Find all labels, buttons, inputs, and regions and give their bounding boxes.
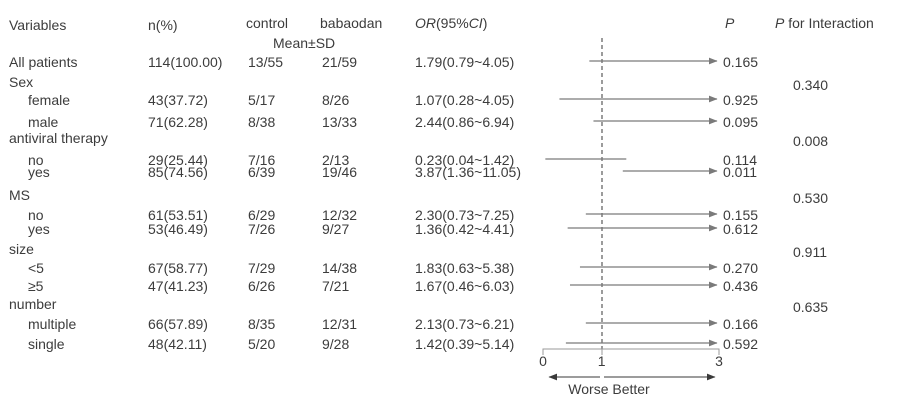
babaodan-value: 13/33: [322, 114, 358, 130]
or-ci-value: 1.67(0.46~6.03): [415, 278, 515, 294]
p-interaction-value: 0.911: [793, 244, 827, 260]
group-label: Sex: [9, 74, 34, 90]
n-pct-value: 66(57.89): [148, 316, 208, 332]
p-interaction-rest: for Interaction: [784, 15, 874, 31]
or-ci-value: 1.36(0.42~4.41): [415, 221, 515, 237]
col-header-babaodan: babaodan: [320, 15, 383, 31]
col-header-p: P: [725, 15, 735, 31]
row-label: no: [28, 207, 44, 223]
babaodan-value: 9/27: [322, 221, 350, 237]
or-ci-value: 2.30(0.73~7.25): [415, 207, 515, 223]
control-value: 7/29: [248, 260, 276, 276]
p-value: 0.095: [723, 114, 759, 130]
control-value: 8/35: [248, 316, 276, 332]
control-value: 6/26: [248, 278, 276, 294]
axis-line: [542, 348, 720, 355]
col-header-or-ci: OR(95%CI): [415, 16, 487, 31]
row-label: no: [28, 152, 44, 168]
row-label: All patients: [9, 54, 78, 70]
control-value: 8/38: [248, 114, 276, 130]
or-header-italic: OR: [415, 15, 436, 31]
p-value: 0.011: [723, 164, 757, 180]
babaodan-value: 19/46: [322, 164, 358, 180]
group-label: number: [9, 296, 57, 312]
control-value: 6/29: [248, 207, 276, 223]
n-pct-value: 53(46.49): [148, 221, 208, 237]
n-pct-value: 47(41.23): [148, 278, 208, 294]
row-label: single: [28, 336, 65, 352]
control-value: 6/39: [248, 164, 276, 180]
n-pct-value: 71(62.28): [148, 114, 208, 130]
or-ci-value: 2.44(0.86~6.94): [415, 114, 515, 130]
babaodan-value: 8/26: [322, 92, 350, 108]
babaodan-value: 9/28: [322, 336, 350, 352]
n-pct-value: 43(37.72): [148, 92, 208, 108]
babaodan-value: 2/13: [322, 152, 350, 168]
group-label: size: [9, 241, 34, 257]
or-ci-value: 1.07(0.28~4.05): [415, 92, 515, 108]
row-label: ≥5: [28, 278, 44, 294]
control-value: 13/55: [248, 54, 284, 70]
p-value: 0.114: [723, 152, 757, 168]
control-value: 5/17: [248, 92, 276, 108]
or-header-paren: (95%: [436, 15, 469, 31]
p-value: 0.925: [723, 92, 759, 108]
col-header-control: control: [246, 15, 289, 31]
axis-tick-label: 1: [597, 353, 606, 369]
p-value: 0.592: [723, 336, 759, 352]
babaodan-value: 21/59: [322, 54, 358, 70]
or-ci-value: 0.23(0.04~1.42): [415, 152, 515, 168]
p-interaction-value: 0.530: [793, 190, 829, 206]
p-interaction-value: 0.008: [793, 133, 829, 149]
p-interaction-italic: P: [775, 15, 785, 31]
col-header-variables: Variables: [9, 17, 67, 33]
ci-header-italic: CI: [468, 15, 483, 31]
or-ci-value: 3.87(1.36~11.05): [415, 164, 521, 180]
or-header-close: ): [482, 15, 488, 31]
n-pct-value: 67(58.77): [148, 260, 208, 276]
babaodan-value: 12/31: [322, 316, 358, 332]
n-pct-value: 61(53.51): [148, 207, 208, 223]
row-label: male: [28, 114, 59, 130]
n-pct-value: 85(74.56): [148, 164, 208, 180]
p-value: 0.166: [723, 316, 759, 332]
n-pct-value: 29(25.44): [148, 152, 208, 168]
col-header-n-pct: n(%): [148, 17, 178, 33]
row-label: yes: [28, 164, 50, 180]
babaodan-value: 14/38: [322, 260, 358, 276]
group-label: antiviral therapy: [9, 130, 108, 146]
n-pct-value: 114(100.00): [148, 54, 223, 70]
or-ci-value: 1.83(0.63~5.38): [415, 260, 515, 276]
or-ci-value: 1.42(0.39~5.14): [415, 336, 515, 352]
n-pct-value: 48(42.11): [148, 336, 207, 352]
p-value: 0.155: [723, 207, 759, 223]
group-label: MS: [9, 187, 30, 203]
p-value: 0.165: [723, 54, 759, 70]
p-value: 0.612: [723, 221, 759, 237]
row-label: multiple: [28, 316, 77, 332]
p-interaction-value: 0.340: [793, 77, 829, 93]
control-value: 7/16: [248, 152, 276, 168]
direction-labels: Worse Better: [568, 381, 650, 397]
axis-tick-label: 0: [539, 353, 547, 369]
or-ci-value: 1.79(0.79~4.05): [415, 54, 515, 70]
or-ci-value: 2.13(0.73~6.21): [415, 316, 515, 332]
col-header-mean-sd: Mean±SD: [273, 35, 336, 51]
babaodan-value: 12/32: [322, 207, 358, 223]
control-value: 5/20: [248, 336, 276, 352]
p-value: 0.270: [723, 260, 759, 276]
control-value: 7/26: [248, 221, 276, 237]
row-label: yes: [28, 221, 50, 237]
p-interaction-value: 0.635: [793, 299, 829, 315]
p-value: 0.436: [723, 278, 759, 294]
col-header-p-interaction: P for Interaction: [775, 16, 874, 31]
row-label: female: [28, 92, 71, 108]
row-label: <5: [28, 260, 44, 276]
babaodan-value: 7/21: [322, 278, 350, 294]
axis-tick-label: 3: [715, 353, 723, 369]
